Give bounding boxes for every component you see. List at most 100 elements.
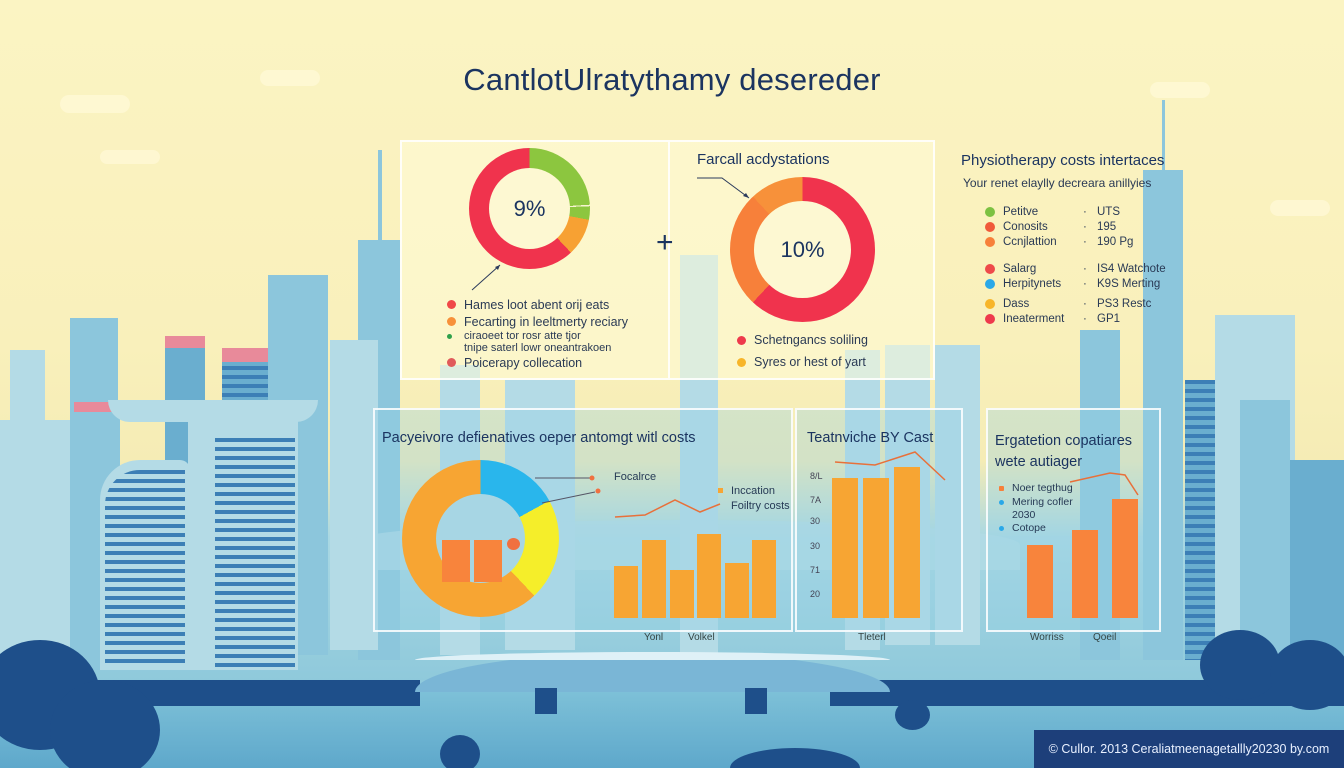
- legend-dot: [447, 300, 456, 309]
- x-axis-label: Yonl: [644, 632, 664, 643]
- copyright-footer: © Cullor. 2013 Ceraliatmeenagetallly2023…: [1034, 730, 1344, 768]
- donut-inner-bar: [442, 540, 470, 582]
- building-roof: [165, 336, 205, 348]
- callout-arrow: [697, 177, 750, 199]
- legend-label: Hames loot abent orij eats: [464, 297, 610, 312]
- legend-marker: [999, 485, 1004, 491]
- building: [378, 150, 382, 250]
- bottom-right-chart-title-line1: Ergatetion copatiares: [995, 433, 1133, 449]
- chart-bar: [1112, 499, 1138, 618]
- chart-bar: [1027, 545, 1053, 618]
- legend-label: Ineaterment: [1003, 312, 1065, 325]
- trend-line: [614, 499, 721, 518]
- bridge-pier: [745, 688, 767, 714]
- chart-bar: [614, 566, 638, 618]
- legend-label: Fecarting in leeltmerty reciary: [464, 314, 628, 329]
- spire-tower: [1143, 170, 1183, 660]
- chart-bar: [697, 534, 721, 618]
- legend-dot: [447, 317, 456, 326]
- chart-bar: [725, 563, 749, 618]
- legend-marker: [999, 513, 1004, 518]
- legend-marker: [999, 499, 1004, 505]
- building: [935, 345, 980, 645]
- legend-value: UTS: [1097, 205, 1120, 218]
- donut-center-label: 9%: [489, 168, 570, 249]
- page-title: CantlotUlratythamy desereder: [463, 62, 881, 97]
- legend-item: Conosits · 195: [985, 219, 1166, 234]
- legend-item: Herpitynets · K9S Merting: [985, 276, 1166, 291]
- donut-inner-dot: [507, 538, 520, 550]
- physiotherapy-costs-subtitle: Your renet elaylly decreara anillyies: [963, 176, 1152, 190]
- legend-label: Schetngancs soliling: [754, 333, 868, 347]
- legend-item: Petitve · UTS: [985, 204, 1166, 219]
- trend-line: [1069, 472, 1139, 496]
- legend-value: 195: [1097, 220, 1117, 233]
- legend-label: Ccnjlattion: [1003, 235, 1057, 248]
- legend-label: Poicerapy collecation: [464, 355, 583, 370]
- legend-item: tnipe saterl lowr oneantrakoen: [447, 342, 628, 354]
- callout-arrow: [471, 264, 501, 291]
- chart-bar: [670, 570, 694, 618]
- legend-label: Petitve: [1003, 205, 1039, 218]
- callout-lines: [535, 475, 601, 504]
- legend-dot: [985, 278, 995, 289]
- panel-divider: [668, 142, 670, 378]
- tree: [1270, 640, 1344, 710]
- right-donut-legend: Schetngancs soliling Syres or hest of ya…: [737, 329, 868, 373]
- building: [0, 420, 70, 680]
- x-axis-label: Volkel: [688, 632, 715, 643]
- legend-item: Inccation: [718, 483, 790, 498]
- donut-inner-bar: [474, 540, 502, 582]
- bottom-left-chart-title: Pacyeivore defienatives oeper antomgt wi…: [382, 430, 696, 446]
- legend-item: Poicerapy collecation: [447, 354, 628, 371]
- cloud: [260, 70, 320, 86]
- left-donut-chart: 9%: [469, 148, 590, 269]
- legend-dot: [985, 206, 995, 217]
- legend-dot: [985, 236, 995, 247]
- legend-item: Dass · PS3 Restc: [985, 296, 1166, 311]
- tree: [730, 748, 860, 768]
- y-tick: 30: [810, 541, 821, 551]
- legend-item: Ccnjlattion · 190 Pg: [985, 234, 1166, 249]
- legend-item: 2030: [999, 509, 1073, 521]
- legend-item: Noer tegthug: [999, 481, 1073, 495]
- legend-dot: [447, 344, 456, 353]
- legend-label: Foiltry costs: [731, 499, 790, 512]
- chart-bar: [832, 478, 858, 618]
- legend-value: GP1: [1097, 312, 1121, 325]
- x-axis-label: Tleterl: [858, 632, 886, 643]
- legend-value: 190 Pg: [1097, 235, 1134, 248]
- bottom-mid-chart-title: Teatnviche BY Cast: [807, 430, 934, 446]
- legend-label: Herpitynets: [1003, 277, 1062, 290]
- legend-item: ciraoeet tor rosr atte tjor: [447, 330, 628, 342]
- y-tick: 30: [810, 516, 821, 526]
- legend-label: Dass: [1003, 297, 1030, 310]
- cloud: [1270, 200, 1330, 216]
- callout-label: Focalrce: [614, 471, 657, 483]
- legend-marker: [999, 525, 1004, 531]
- legend-label: Syres or hest of yart: [754, 355, 866, 369]
- hotel-windows: [105, 470, 185, 665]
- chart-bar: [1072, 530, 1098, 618]
- legend-label: Mering cofler: [1012, 496, 1073, 508]
- legend-dot: [447, 358, 456, 367]
- x-axis-label: Qoeil: [1093, 632, 1117, 643]
- physiotherapy-costs-legend: Petitve · UTS Conosits · 195 Ccnjlattion · 190…: [985, 204, 1166, 326]
- right-donut-title: Farcall acdystations: [697, 151, 830, 168]
- chart-bar: [863, 478, 889, 618]
- cloud: [60, 95, 130, 113]
- y-tick: 71: [810, 565, 821, 575]
- legend-item: Syres or hest of yart: [737, 351, 868, 373]
- legend-dot: [985, 263, 995, 274]
- tree: [1200, 630, 1280, 700]
- tree: [50, 680, 160, 768]
- legend-value: K9S Merting: [1097, 277, 1161, 290]
- hotel-windows: [215, 438, 295, 668]
- chart-bar: [894, 467, 920, 618]
- legend-label: 2030: [1012, 509, 1036, 521]
- plus-icon: +: [656, 226, 674, 259]
- legend-label: ciraoeet tor rosr atte tjor: [464, 330, 581, 342]
- legend-dot: [985, 313, 995, 324]
- cloud: [1150, 82, 1210, 98]
- chart-bar: [752, 540, 776, 618]
